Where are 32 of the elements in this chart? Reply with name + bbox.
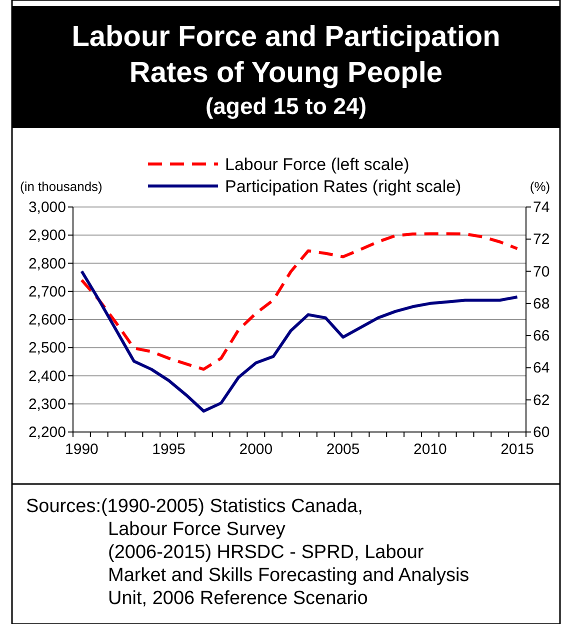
y-tick-label: 2,600 [28, 312, 66, 328]
legend-label: Participation Rates (right scale) [225, 177, 462, 196]
y2-axis-title: (%) [530, 179, 550, 194]
y-tick-label: 2,900 [28, 227, 66, 244]
y-tick-label: 2,700 [28, 283, 66, 300]
y2-tick-label: 70 [533, 263, 550, 280]
x-tick-label: 2000 [239, 441, 273, 458]
y2-tick-label: 62 [533, 392, 550, 409]
y2-tick-label: 64 [533, 360, 550, 377]
y-tick-label: 2,300 [28, 396, 66, 413]
line-series [80, 232, 519, 371]
y-tick-label: 2,200 [28, 424, 66, 441]
y2-tick-label: 72 [533, 231, 550, 248]
x-tick-label: 2005 [326, 441, 360, 458]
line-series [80, 270, 519, 413]
x-tick-label: 2015 [500, 441, 534, 458]
chart-subtitle: (aged 15 to 24) [205, 93, 367, 119]
x-tick-label: 1995 [152, 441, 186, 458]
legend-label: Labour Force (left scale) [225, 155, 410, 174]
x-tick-label: 1990 [65, 441, 98, 458]
y-tick-label: 2,800 [28, 255, 66, 272]
y2-tick-label: 68 [533, 295, 550, 312]
y2-tick-label: 60 [533, 424, 550, 441]
source-note: Sources:(1990-2005) Statistics Canada, Labour Force Survey (2006-2015) HRSDC - SPRD, Labour Market and Skills Forecasting and Analysis Unit, 2006 Reference Scenario [26, 496, 470, 609]
y-tick-label: 2,400 [28, 368, 66, 385]
y-tick-label: 3,000 [28, 199, 66, 216]
y-axis-title: (in thousands) [20, 179, 102, 194]
y2-tick-label: 66 [533, 328, 550, 345]
x-tick-label: 2010 [413, 441, 447, 458]
y2-tick-label: 74 [533, 199, 550, 216]
y-tick-label: 2,500 [28, 340, 66, 357]
chart-title: Labour Force and Participation Rates of Young People [72, 21, 500, 89]
